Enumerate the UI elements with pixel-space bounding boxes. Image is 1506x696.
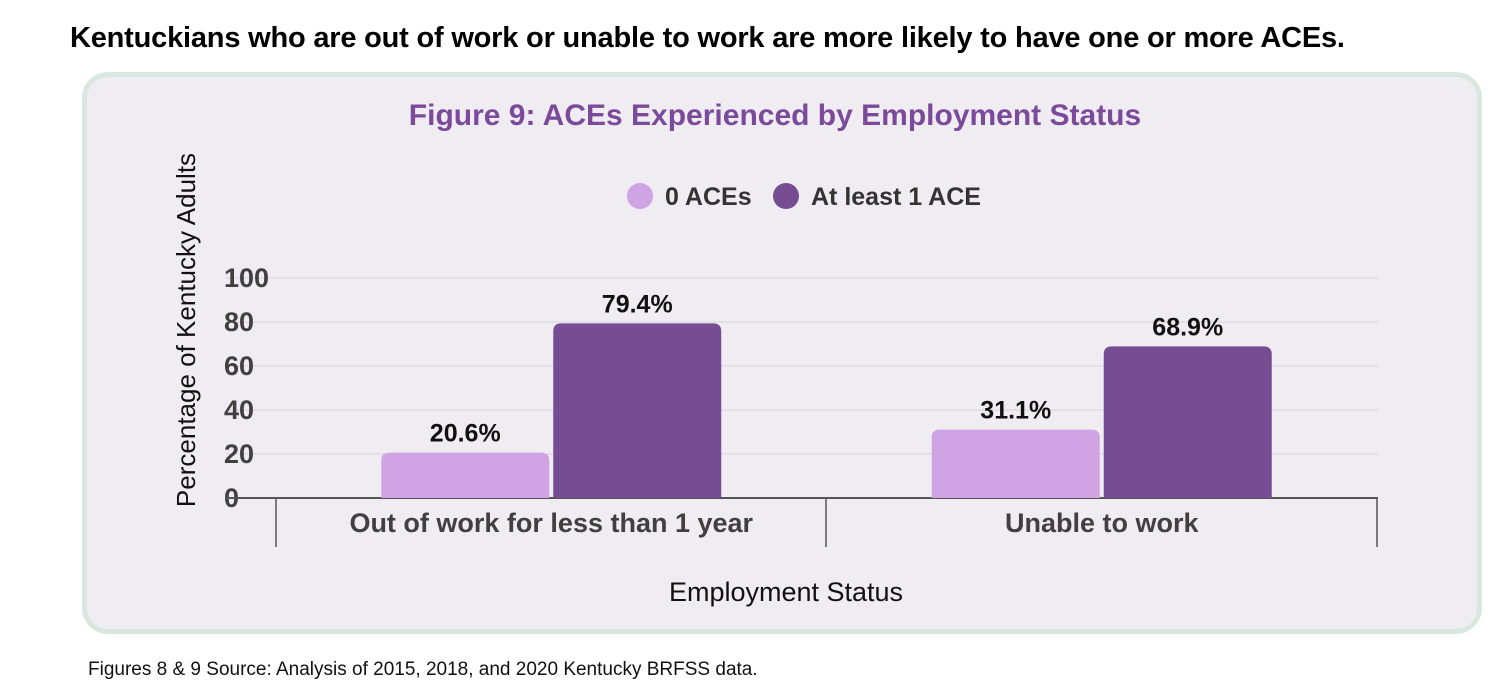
y-tick-label: 60 bbox=[224, 351, 254, 381]
data-label: 20.6% bbox=[430, 420, 501, 448]
source-note: Figures 8 & 9 Source: Analysis of 2015, … bbox=[88, 659, 758, 680]
y-tick-label: 100 bbox=[224, 263, 269, 293]
y-tick-label: 40 bbox=[224, 395, 254, 425]
bar-1-2 bbox=[931, 429, 1100, 498]
y-tick-label: 20 bbox=[224, 439, 254, 469]
legend-label-1: 0 ACEs bbox=[665, 183, 752, 211]
data-label: 31.1% bbox=[980, 397, 1051, 425]
legend-marker-2 bbox=[773, 183, 799, 209]
headline: Kentuckians who are out of work or unabl… bbox=[70, 22, 1345, 54]
x-tick-label: Out of work for less than 1 year bbox=[349, 508, 753, 538]
chart-title: Figure 9: ACEs Experienced by Employment… bbox=[409, 99, 1141, 132]
x-tick-label: Unable to work bbox=[1005, 508, 1200, 538]
bar-1-1 bbox=[381, 452, 550, 498]
data-label: 68.9% bbox=[1152, 313, 1223, 341]
y-tick-label: 80 bbox=[224, 307, 254, 337]
data-label: 79.4% bbox=[602, 290, 673, 318]
y-axis-title: Percentage of Kentucky Adults bbox=[171, 153, 201, 507]
bar-2-2 bbox=[1103, 346, 1272, 498]
legend-label-2: At least 1 ACE bbox=[811, 183, 981, 211]
x-axis-title: Employment Status bbox=[669, 577, 903, 607]
bar-2-1 bbox=[553, 323, 722, 498]
legend-marker-1 bbox=[627, 183, 653, 209]
